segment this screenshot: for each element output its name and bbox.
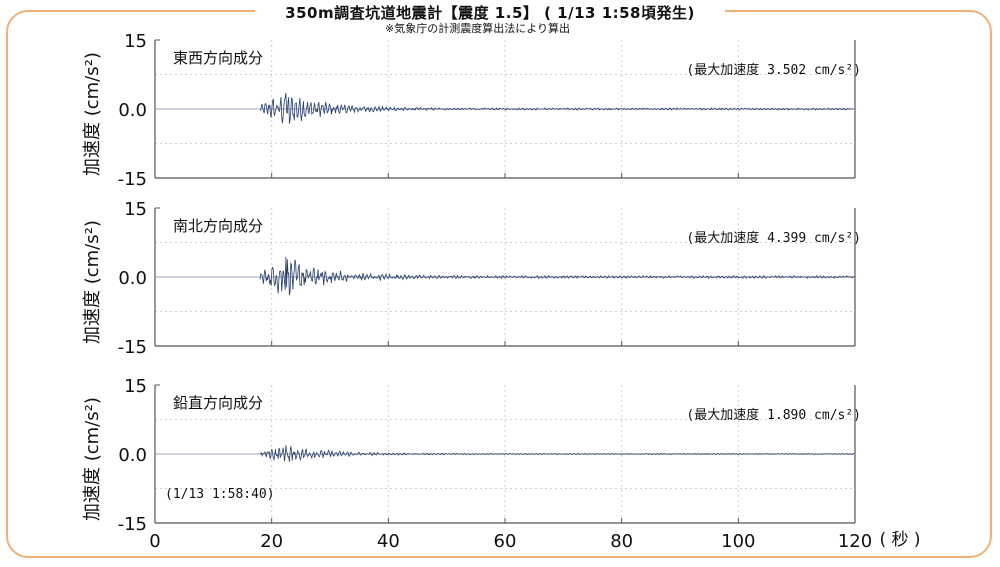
x-tick-label: 120 — [838, 531, 872, 552]
y-tick-label: 0.0 — [118, 268, 147, 289]
component-label: 鉛直方向成分 — [173, 394, 263, 412]
y-tick-label: 15 — [124, 199, 147, 220]
chart-subtitle: ※気象庁の計測震度算出法により算出 — [385, 22, 570, 35]
component-label: 東西方向成分 — [173, 49, 263, 67]
y-tick-label: 15 — [124, 31, 147, 52]
peak-acceleration-label: (最大加速度 4.399 cm/s²) — [686, 230, 861, 246]
peak-acceleration-label: (最大加速度 3.502 cm/s²) — [686, 62, 861, 78]
waveform-trace — [259, 92, 855, 124]
y-tick-label: -15 — [118, 514, 147, 535]
waveform-trace — [259, 256, 855, 296]
y-tick-label: 0.0 — [118, 445, 147, 466]
peak-acceleration-label: (最大加速度 1.890 cm/s²) — [686, 407, 861, 423]
start-time-label: (1/13 1:58:40) — [165, 487, 275, 502]
x-tick-label: 40 — [377, 531, 400, 552]
x-axis-unit-label: ( 秒 ) — [879, 530, 920, 550]
x-tick-label: 20 — [260, 531, 283, 552]
component-label: 南北方向成分 — [173, 217, 263, 235]
x-tick-label: 0 — [149, 531, 160, 552]
x-tick-label: 60 — [494, 531, 517, 552]
y-tick-label: -15 — [118, 337, 147, 358]
y-tick-label: 0.0 — [118, 100, 147, 121]
x-tick-label: 100 — [721, 531, 755, 552]
y-tick-label: 15 — [124, 376, 147, 397]
chart-title: 350m調査坑道地震計【震度 1.5】 ( 1/13 1:58頃発生) — [255, 2, 725, 24]
x-tick-label: 80 — [610, 531, 633, 552]
waveform-trace — [259, 445, 855, 462]
y-tick-label: -15 — [118, 169, 147, 190]
